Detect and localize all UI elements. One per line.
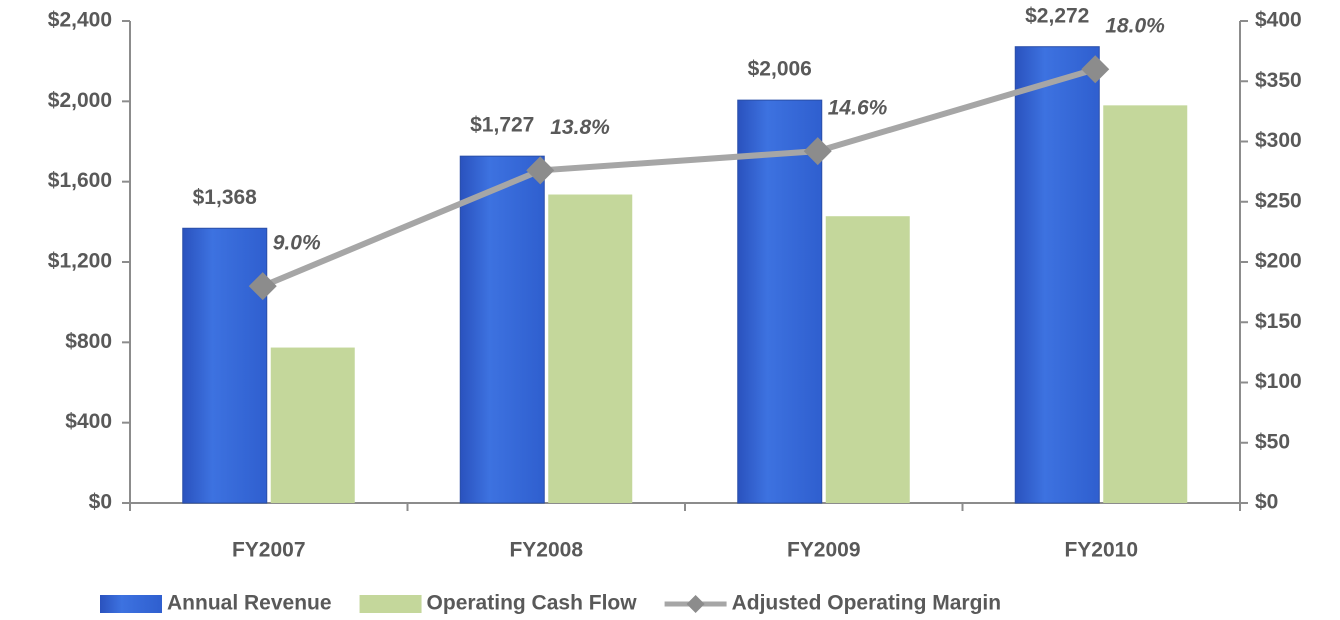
legend-label: Adjusted Operating Margin: [732, 592, 1002, 615]
x-tick-label: FY2010: [1064, 539, 1138, 562]
y2-tick-label: $300: [1255, 129, 1302, 152]
y2-tick-label: $200: [1255, 250, 1302, 273]
y2-tick-label: $150: [1255, 310, 1302, 333]
bar: [182, 227, 268, 504]
bar: [548, 194, 633, 503]
legend-marker: [686, 595, 705, 613]
bar-value-label: $2,006: [748, 58, 812, 81]
line: [261, 66, 1097, 289]
y2-tick-label: $0: [1255, 491, 1278, 514]
line-marker: [248, 272, 277, 301]
y-tick-label: $2,000: [48, 89, 112, 112]
y2-tick-label: $400: [1255, 9, 1302, 32]
line-marker: [1081, 55, 1110, 84]
y-tick-label: $1,200: [48, 250, 112, 273]
y-tick-label: $2,400: [48, 9, 112, 32]
y2-tick-label: $250: [1255, 189, 1302, 212]
legend-swatch: [359, 595, 422, 613]
bar: [737, 99, 823, 504]
line-value-label: 14.6%: [828, 97, 888, 120]
line-marker: [526, 156, 555, 185]
line-marker: [803, 137, 832, 166]
legend-label: Annual Revenue: [167, 592, 332, 615]
bar-value-label: $2,272: [1025, 4, 1089, 27]
x-tick-label: FY2008: [509, 539, 583, 562]
y-tick-label: $400: [65, 410, 112, 433]
legend-label: Operating Cash Flow: [427, 592, 638, 615]
bar: [459, 155, 545, 504]
y-tick-label: $800: [65, 330, 112, 353]
bar: [270, 347, 355, 503]
y-tick-label: $0: [89, 491, 112, 514]
bar: [1103, 105, 1188, 503]
bar: [1014, 46, 1100, 504]
legend-swatch: [100, 595, 162, 613]
line-value-label: 18.0%: [1105, 15, 1165, 38]
line-value-label: 13.8%: [550, 116, 610, 139]
bar: [825, 216, 910, 503]
x-tick-label: FY2007: [232, 539, 306, 562]
y-tick-label: $1,600: [48, 169, 112, 192]
bar-value-label: $1,368: [193, 186, 258, 209]
y2-tick-label: $50: [1255, 430, 1290, 453]
y2-tick-label: $350: [1255, 69, 1302, 92]
bar-value-label: $1,727: [470, 114, 534, 137]
line-value-label: 9.0%: [273, 232, 321, 255]
y2-tick-label: $100: [1255, 370, 1302, 393]
x-tick-label: FY2009: [787, 539, 861, 562]
